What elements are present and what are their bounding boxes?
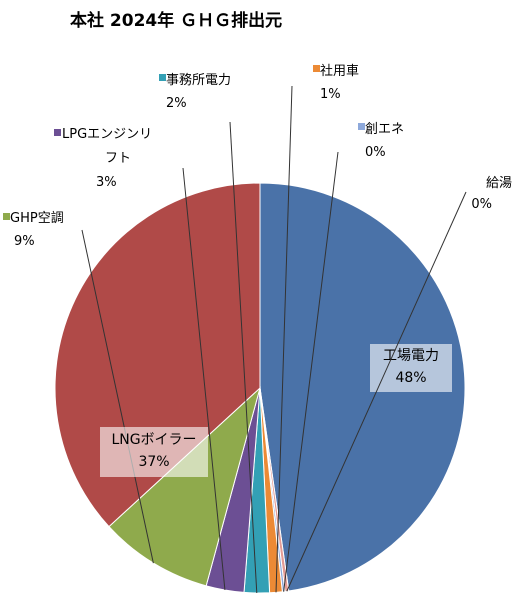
slice-4-leader-line [229, 121, 258, 594]
slice-5-name-label: フト [105, 151, 131, 166]
slice-2-legend-marker [358, 123, 365, 130]
slice-3-legend-marker [313, 65, 320, 72]
slice-2-leader-line [283, 151, 339, 592]
slice-3-leader-line [275, 85, 293, 593]
slice-0-label-box [370, 344, 452, 392]
slice-7-name-label: LNGボイラー [111, 432, 196, 448]
slice-4-legend-marker [159, 74, 166, 81]
slice-6-legend-marker [3, 213, 10, 220]
slice-0-name-label: 工場電力 [383, 348, 439, 364]
slice-5-name-label: LPGエンジンリ [62, 127, 152, 142]
slice-0-wedge [259, 182, 466, 592]
slice-5-legend-marker [54, 129, 61, 136]
slice-5-leader-line [182, 167, 226, 591]
slice-7-label-box [100, 427, 208, 477]
slice-1-value-label: 0% [471, 197, 492, 212]
slice-2-value-label: 0% [365, 145, 386, 160]
slice-4-name-label: 事務所電力 [166, 73, 231, 88]
chart-title: 本社 2024年 ＧＨＧ排出元 [70, 11, 283, 31]
slice-5-value-label: 3% [96, 175, 117, 190]
slice-0-value-label: 48% [395, 370, 426, 386]
slice-6-leader-line [81, 229, 154, 564]
slice-4-value-label: 2% [166, 96, 187, 111]
slice-3-name-label: 社用車 [320, 63, 359, 79]
slice-6-value-label: 9% [14, 234, 35, 249]
slice-2-name-label: 創エネ [365, 122, 404, 137]
slice-1-leader-line [286, 191, 467, 592]
slice-7-value-label: 37% [138, 454, 169, 470]
slice-1-name-label: 給湯 [486, 176, 512, 191]
slice-6-name-label: GHP空調 [10, 211, 64, 226]
slice-3-value-label: 1% [320, 87, 341, 102]
